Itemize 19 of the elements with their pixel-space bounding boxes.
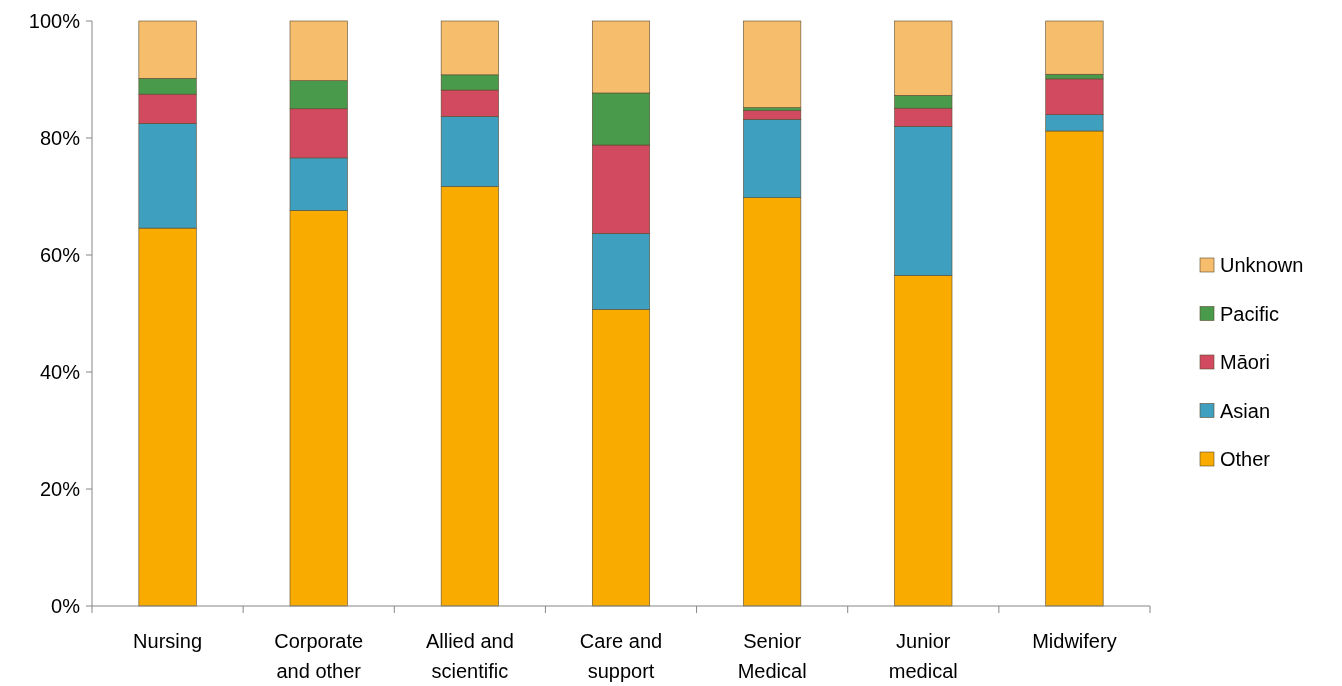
- x-tick-label: Allied and scientific: [425, 630, 514, 682]
- x-tick-label: Care and support: [579, 630, 663, 682]
- legend-label: Unknown: [1220, 254, 1304, 276]
- x-tick-label: Junior medical: [888, 630, 958, 682]
- legend-label: Māori: [1220, 351, 1271, 373]
- legend-label: Pacific: [1220, 302, 1279, 325]
- y-tick-label: 100%: [28, 10, 81, 32]
- legend-label: Other: [1220, 448, 1271, 470]
- x-tick-label: Midwifery: [1032, 630, 1117, 652]
- x-tick-label: Nursing: [133, 630, 203, 652]
- y-tick-label: 40%: [39, 361, 81, 383]
- bar: [743, 20, 802, 108]
- y-tick-label: 80%: [39, 127, 81, 149]
- x-tick-label: Corporate and other: [274, 630, 364, 682]
- y-tick-label: 0%: [51, 595, 81, 617]
- y-tick-label: 60%: [39, 244, 81, 266]
- legend-label: Asian: [1220, 399, 1271, 422]
- y-tick-label: 20%: [39, 478, 81, 500]
- x-tick-label: Senior Medical: [737, 630, 807, 682]
